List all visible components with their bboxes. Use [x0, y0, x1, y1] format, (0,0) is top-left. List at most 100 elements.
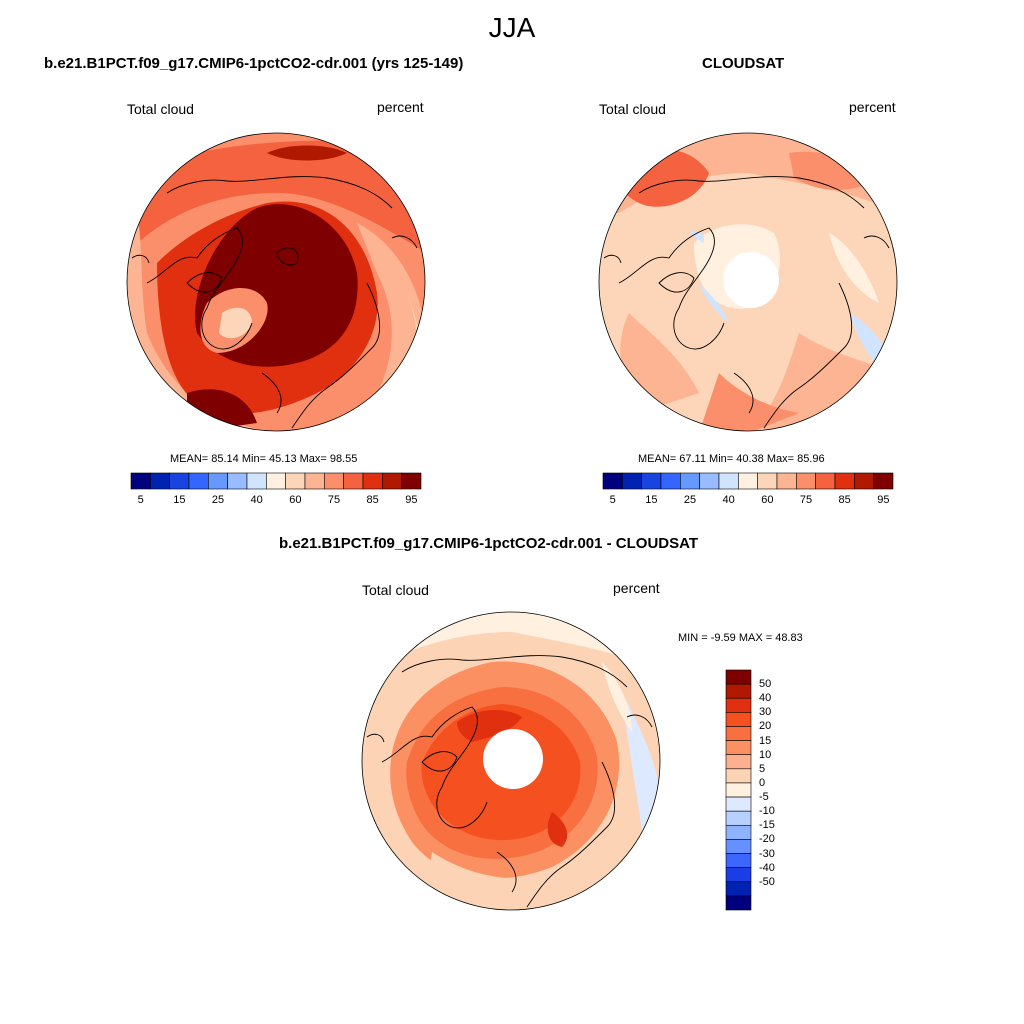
colorbar-swatch	[738, 472, 758, 490]
colorbar-swatch	[725, 867, 752, 883]
panel-model-variable-label: Total cloud	[127, 101, 194, 117]
colorbar-tick-label: 30	[759, 706, 772, 719]
panel-obs-title: CLOUDSAT	[702, 55, 785, 72]
colorbar-swatch	[725, 810, 752, 826]
panel-model-title: b.e21.B1PCT.f09_g17.CMIP6-1pctCO2-cdr.00…	[44, 55, 464, 72]
colorbar-swatch	[401, 472, 422, 490]
colorbar-swatch	[266, 472, 286, 490]
colorbar-tick-label: 40	[759, 692, 772, 705]
colorbar-swatch	[725, 697, 752, 713]
colorbar-tick-label: 25	[211, 494, 225, 506]
colorbar-model-ticks: 5 15 25 40 60 75 85 95	[131, 494, 421, 508]
colorbar-tick-label: 20	[759, 720, 772, 733]
polar-map-model	[126, 132, 426, 432]
colorbar-swatch	[725, 712, 752, 727]
colorbar-tick-label: -10	[759, 805, 775, 818]
colorbar-swatch	[246, 472, 267, 490]
polar-map-obs	[598, 132, 898, 432]
colorbar-tick-label: 60	[761, 494, 774, 506]
colorbar-swatch	[815, 472, 836, 490]
colorbar-tick-label: 15	[173, 494, 186, 506]
colorbar-swatch	[622, 472, 642, 490]
colorbar-swatch	[725, 754, 752, 770]
colorbar-tick-label: 25	[683, 494, 697, 506]
panel-obs-units-label: percent	[849, 99, 896, 115]
colorbar-diff	[725, 669, 752, 911]
colorbar-swatch	[757, 472, 778, 490]
colorbar-tick-label: 75	[799, 494, 813, 506]
colorbar-swatch	[796, 472, 816, 490]
colorbar-swatch	[680, 472, 700, 490]
colorbar-obs-ticks: 5 15 25 40 60 75 85 95	[603, 494, 893, 508]
colorbar-tick-label: 10	[759, 748, 772, 761]
colorbar-swatch	[725, 881, 752, 897]
colorbar-swatch	[227, 472, 248, 490]
colorbar-swatch	[725, 853, 752, 868]
colorbar-swatch	[169, 472, 190, 490]
colorbar-tick-label: -50	[759, 875, 775, 888]
colorbar-tick-label: 5	[759, 762, 766, 775]
colorbar-swatch	[324, 472, 344, 490]
colorbar-swatch	[660, 472, 681, 490]
colorbar-swatch	[725, 824, 752, 840]
colorbar-tick-label: 40	[722, 494, 735, 506]
colorbar-swatch	[718, 472, 739, 490]
colorbar-swatch	[725, 726, 752, 741]
colorbar-tick-label: 85	[366, 494, 379, 506]
colorbar-tick-label: -30	[759, 847, 775, 860]
colorbar-swatch	[725, 683, 752, 699]
colorbar-swatch	[725, 669, 752, 685]
colorbar-swatch	[304, 472, 325, 490]
colorbar-swatch	[150, 472, 170, 490]
panel-diff-units-label: percent	[613, 580, 660, 596]
colorbar-swatch	[208, 472, 228, 490]
colorbar-tick-label: -40	[759, 861, 775, 874]
colorbar-tick-label: 95	[877, 494, 890, 506]
colorbar-swatch	[725, 768, 752, 784]
colorbar-swatch	[382, 472, 402, 490]
colorbar-tick-label: 60	[289, 494, 302, 506]
colorbar-tick-label: -20	[759, 833, 775, 846]
colorbar-swatch	[362, 472, 383, 490]
colorbar-tick-label: 40	[250, 494, 263, 506]
colorbar-swatch	[834, 472, 855, 490]
colorbar-swatch	[725, 839, 752, 854]
panel-model-stats: MEAN= 85.14 Min= 45.13 Max= 98.55	[170, 453, 358, 465]
colorbar-diff-ticks: 50 40 30 20 15 10 5 0 -5 -10 -15 -20 -30 -40 -50	[759, 670, 799, 910]
colorbar-swatch	[130, 472, 151, 490]
figure-title: JJA	[488, 12, 536, 43]
colorbar-tick-label: 5	[137, 494, 144, 506]
panel-obs-stats: MEAN= 67.11 Min= 40.38 Max= 85.96	[638, 453, 825, 465]
colorbar-swatch	[776, 472, 797, 490]
colorbar-tick-label: 75	[327, 494, 341, 506]
panel-diff-stats: MIN = -9.59 MAX = 48.83	[678, 632, 803, 644]
colorbar-tick-label: 0	[759, 776, 766, 789]
colorbar-tick-label: 15	[645, 494, 658, 506]
colorbar-swatch	[725, 796, 752, 812]
colorbar-swatch	[641, 472, 662, 490]
colorbar-tick-label: -5	[759, 791, 769, 804]
colorbar-swatch	[854, 472, 874, 490]
colorbar-swatch	[343, 472, 364, 490]
colorbar-swatch	[725, 740, 752, 756]
panel-diff-title: b.e21.B1PCT.f09_g17.CMIP6-1pctCO2-cdr.00…	[279, 535, 699, 552]
colorbar-swatch	[873, 472, 894, 490]
colorbar-tick-label: 15	[759, 734, 772, 747]
colorbar-tick-label: -15	[759, 819, 775, 832]
colorbar-swatch	[188, 472, 209, 490]
panel-obs-variable-label: Total cloud	[599, 101, 666, 117]
colorbar-swatch	[725, 895, 752, 911]
panel-diff-variable-label: Total cloud	[362, 582, 429, 598]
colorbar-swatch	[285, 472, 306, 490]
colorbar-swatch	[699, 472, 720, 490]
panel-model-units-label: percent	[377, 99, 424, 115]
colorbar-swatch	[725, 782, 752, 798]
polar-map-diff	[361, 611, 661, 911]
colorbar-tick-label: 50	[759, 678, 772, 691]
colorbar-swatch	[602, 472, 623, 490]
colorbar-obs	[602, 472, 894, 490]
colorbar-tick-label: 5	[609, 494, 616, 506]
colorbar-tick-label: 95	[405, 494, 418, 506]
colorbar-model	[130, 472, 422, 490]
colorbar-tick-label: 85	[838, 494, 851, 506]
